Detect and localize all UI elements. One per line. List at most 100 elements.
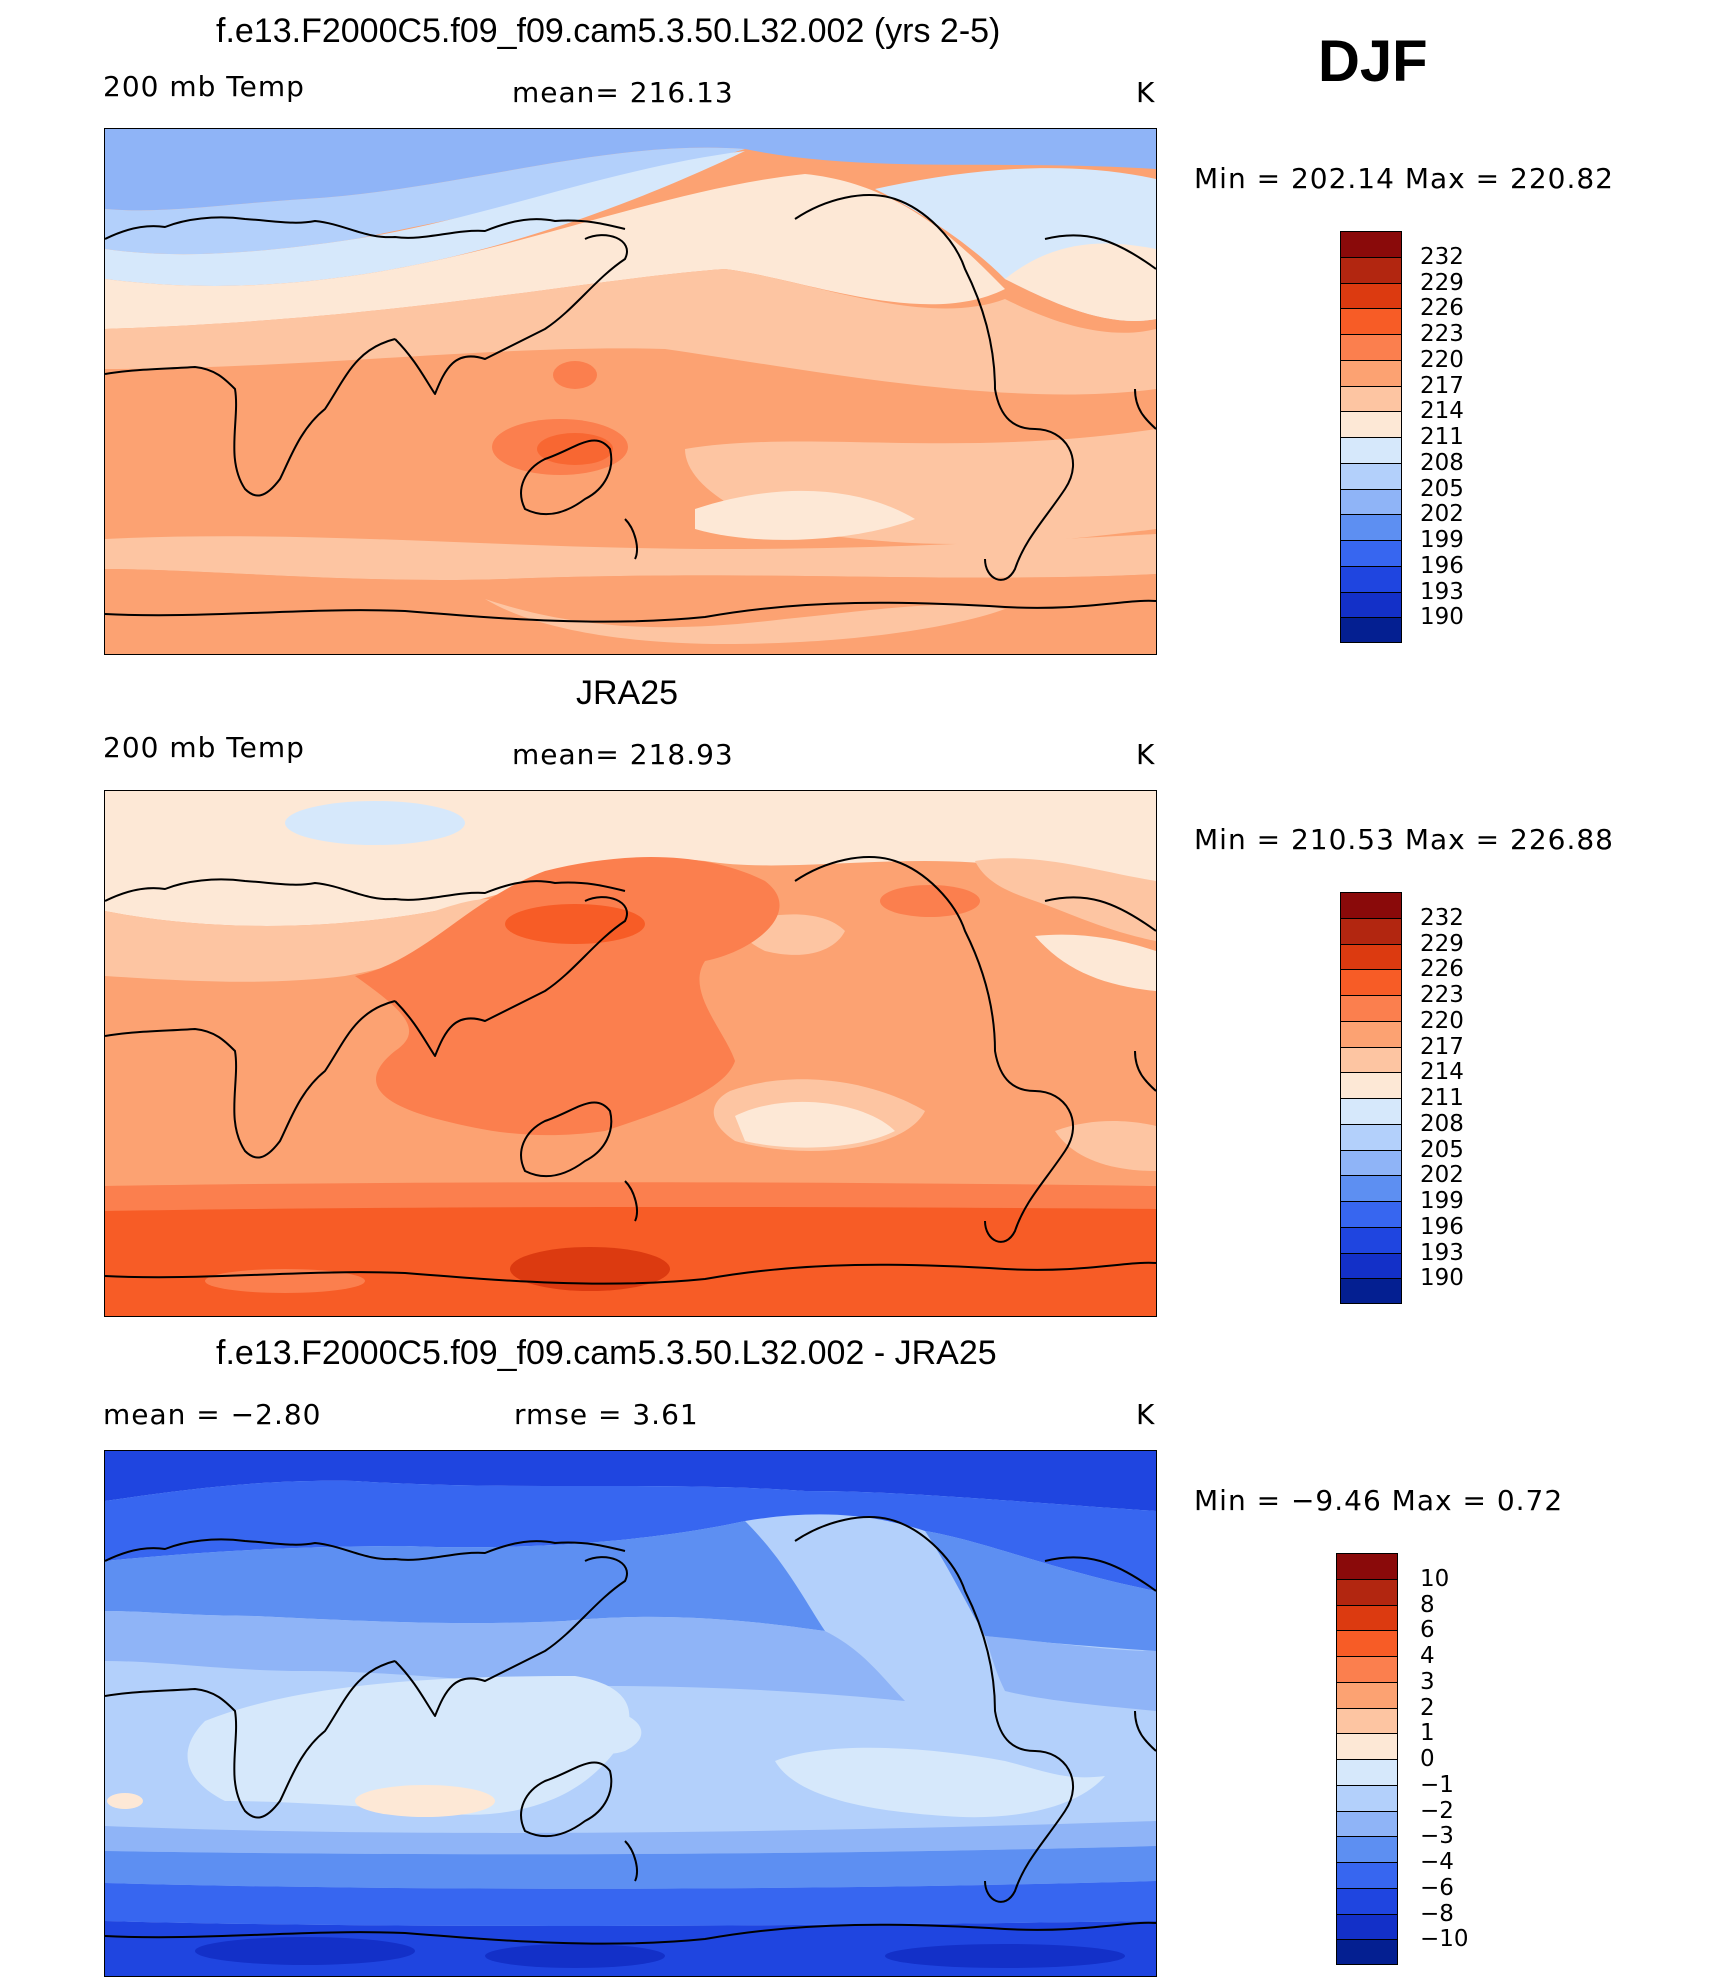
- colorbar-tick-label: 229: [1420, 930, 1464, 957]
- colorbar-swatch: [1336, 1784, 1398, 1811]
- colorbar-swatch: [1340, 617, 1402, 643]
- min-value: −9.46: [1290, 1484, 1382, 1517]
- colorbar-swatch: [1340, 1278, 1402, 1304]
- colorbar-swatch: [1336, 1913, 1398, 1940]
- colorbar-tick-label: 232: [1420, 243, 1464, 270]
- min-label: Min: [1194, 1484, 1247, 1517]
- colorbar-swatch: [1340, 437, 1402, 463]
- colorbar-swatch: [1340, 1072, 1402, 1098]
- colorbar-tick-label: 205: [1420, 475, 1464, 502]
- colorbar-swatch: [1340, 1252, 1402, 1279]
- colorbar-swatch: [1340, 540, 1402, 566]
- colorbar-tick-label: 196: [1420, 1213, 1464, 1240]
- colorbar-tick-label: 6: [1420, 1617, 1435, 1644]
- colorbar-tick-label: −4: [1420, 1849, 1454, 1875]
- colorbar-tick-label: 199: [1420, 1188, 1464, 1214]
- panel-3-colorbar: [1336, 1553, 1398, 1965]
- colorbar-tick-label: −8: [1420, 1900, 1454, 1927]
- colorbar-tick-label: 226: [1420, 295, 1464, 322]
- colorbar-swatch: [1340, 1149, 1402, 1176]
- colorbar-swatch: [1336, 1578, 1398, 1605]
- colorbar-swatch: [1340, 411, 1402, 437]
- colorbar-tick-label: 232: [1420, 904, 1464, 931]
- panel-1-units: K: [1136, 76, 1156, 109]
- panel-2-variable-label: 200 mb Temp: [103, 731, 305, 764]
- colorbar-tick-label: 220: [1420, 346, 1464, 373]
- colorbar-swatch: [1340, 995, 1402, 1021]
- colorbar-swatch: [1340, 1046, 1402, 1073]
- colorbar-swatch: [1340, 1201, 1402, 1227]
- colorbar-swatch: [1340, 1175, 1402, 1201]
- colorbar-swatch: [1336, 1939, 1398, 1965]
- colorbar-swatch: [1340, 1123, 1402, 1150]
- colorbar-swatch: [1336, 1707, 1398, 1734]
- colorbar-swatch: [1336, 1862, 1398, 1888]
- colorbar-tick-label: 217: [1420, 372, 1464, 399]
- panel-3-units: K: [1136, 1398, 1156, 1431]
- colorbar-swatch: [1336, 1604, 1398, 1631]
- max-label: Max: [1404, 162, 1466, 195]
- colorbar-tick-label: −3: [1420, 1823, 1454, 1850]
- colorbar-swatch: [1340, 256, 1402, 283]
- colorbar-tick-label: 223: [1420, 321, 1464, 347]
- colorbar-swatch: [1340, 282, 1402, 309]
- panel-2-units: K: [1136, 738, 1156, 771]
- panel-3-mean-label: mean = −2.80: [103, 1398, 322, 1431]
- panel-1-colorbar: [1340, 231, 1402, 643]
- colorbar-swatch: [1340, 308, 1402, 334]
- colorbar-swatch: [1336, 1759, 1398, 1785]
- colorbar-tick-label: 196: [1420, 552, 1464, 579]
- colorbar-swatch: [1340, 1098, 1402, 1124]
- colorbar-swatch: [1336, 1733, 1398, 1759]
- min-value: 202.14: [1290, 162, 1395, 195]
- colorbar-tick-label: 205: [1420, 1136, 1464, 1163]
- panel-2-minmax: Min = 210.53 Max = 226.88: [1194, 823, 1614, 856]
- panel-3-minmax: Min = −9.46 Max = 0.72: [1194, 1484, 1564, 1517]
- max-value: 0.72: [1496, 1484, 1564, 1517]
- colorbar-tick-label: 208: [1420, 449, 1464, 476]
- colorbar-swatch: [1336, 1630, 1398, 1656]
- colorbar-tick-label: 211: [1420, 1085, 1464, 1111]
- colorbar-tick-label: 2: [1420, 1694, 1435, 1721]
- colorbar-tick-label: −2: [1420, 1797, 1454, 1824]
- colorbar-tick-label: 208: [1420, 1110, 1464, 1137]
- colorbar-swatch: [1340, 462, 1402, 489]
- colorbar-swatch: [1340, 385, 1402, 412]
- colorbar-swatch: [1340, 514, 1402, 540]
- colorbar-tick-label: 202: [1420, 501, 1464, 528]
- max-label: Max: [1391, 1484, 1453, 1517]
- colorbar-tick-label: 214: [1420, 1059, 1464, 1086]
- colorbar-swatch: [1340, 1226, 1402, 1253]
- colorbar-tick-label: 190: [1420, 604, 1464, 631]
- colorbar-tick-label: 3: [1420, 1668, 1435, 1695]
- colorbar-swatch: [1336, 1836, 1398, 1862]
- colorbar-tick-label: 0: [1420, 1746, 1435, 1772]
- colorbar-tick-label: 4: [1420, 1643, 1435, 1669]
- panel-3-title: f.e13.F2000C5.f09_f09.cam5.3.50.L32.002 …: [216, 1334, 997, 1372]
- max-value: 220.82: [1510, 162, 1614, 195]
- colorbar-tick-label: 217: [1420, 1033, 1464, 1060]
- min-label: Min: [1194, 823, 1247, 856]
- colorbar-tick-label: 193: [1420, 578, 1464, 605]
- panel-1-title: f.e13.F2000C5.f09_f09.cam5.3.50.L32.002 …: [216, 12, 1001, 50]
- panel-2-contour-field: [105, 791, 1156, 1316]
- panel-1-mean-label: mean= 216.13: [512, 76, 734, 109]
- colorbar-swatch: [1340, 231, 1402, 257]
- colorbar-swatch: [1340, 917, 1402, 944]
- panel-2-title: JRA25: [576, 674, 679, 712]
- panel-3-coastlines: [105, 1516, 1156, 1945]
- colorbar-tick-label: 10: [1420, 1565, 1450, 1592]
- panel-2-coastlines: [105, 856, 1156, 1285]
- colorbar-tick-label: −1: [1420, 1771, 1454, 1798]
- colorbar-swatch: [1340, 488, 1402, 515]
- colorbar-tick-label: 223: [1420, 982, 1464, 1008]
- colorbar-swatch: [1340, 565, 1402, 592]
- panel-3-contour-field: [105, 1451, 1156, 1976]
- colorbar-swatch: [1336, 1656, 1398, 1682]
- colorbar-tick-label: 220: [1420, 1007, 1464, 1034]
- season-label: DJF: [1318, 29, 1428, 94]
- colorbar-tick-label: 193: [1420, 1239, 1464, 1266]
- panel-2-colorbar: [1340, 892, 1402, 1304]
- panel-1-coastlines: [105, 194, 1156, 623]
- colorbar-tick-label: 214: [1420, 398, 1464, 425]
